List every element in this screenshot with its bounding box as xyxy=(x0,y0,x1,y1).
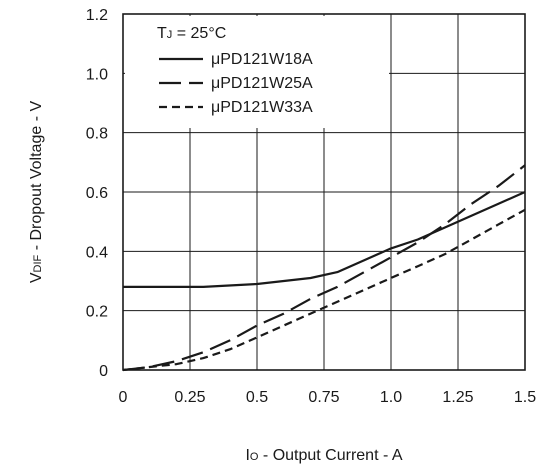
y-tick-label: 0.4 xyxy=(86,244,108,261)
y-tick-label: 0 xyxy=(99,363,108,380)
series-line-2 xyxy=(122,164,526,372)
legend-label: μPD121W33A xyxy=(211,99,313,116)
legend: μPD121W18A μPD121W25A μPD121W33A xyxy=(159,51,313,116)
y-tick-labels: 0 0.2 0.4 0.6 0.8 1.0 1.2 xyxy=(86,7,108,380)
x-tick-label: 1.0 xyxy=(380,389,402,406)
x-tick-labels: 0 0.25 0.5 0.75 1.0 1.25 1.5 xyxy=(119,389,537,406)
x-tick-label: 0.75 xyxy=(308,389,339,406)
series-lines xyxy=(122,164,526,372)
legend-label: μPD121W25A xyxy=(211,75,313,92)
x-axis-label: IO - Output Current - A xyxy=(245,447,402,464)
temperature-annotation: TJ = 25°C xyxy=(157,25,226,42)
legend-label: μPD121W18A xyxy=(211,51,313,68)
series-line-3 xyxy=(122,208,526,372)
x-tick-label: 1.5 xyxy=(514,389,536,406)
y-tick-label: 1.0 xyxy=(86,66,108,83)
plot-frame xyxy=(122,13,526,371)
y-axis-label: VDIF - Dropout Voltage - V xyxy=(28,101,45,284)
x-tick-label: 0 xyxy=(119,389,128,406)
y-tick-label: 0.8 xyxy=(86,126,108,143)
series-line-1 xyxy=(123,190,526,288)
legend-background xyxy=(125,16,389,128)
x-tick-label: 1.25 xyxy=(442,389,473,406)
y-tick-label: 1.2 xyxy=(86,7,108,24)
y-tick-label: 0.2 xyxy=(86,304,108,321)
x-tick-label: 0.25 xyxy=(174,389,205,406)
x-tick-label: 0.5 xyxy=(246,389,268,406)
y-tick-label: 0.6 xyxy=(86,185,108,202)
